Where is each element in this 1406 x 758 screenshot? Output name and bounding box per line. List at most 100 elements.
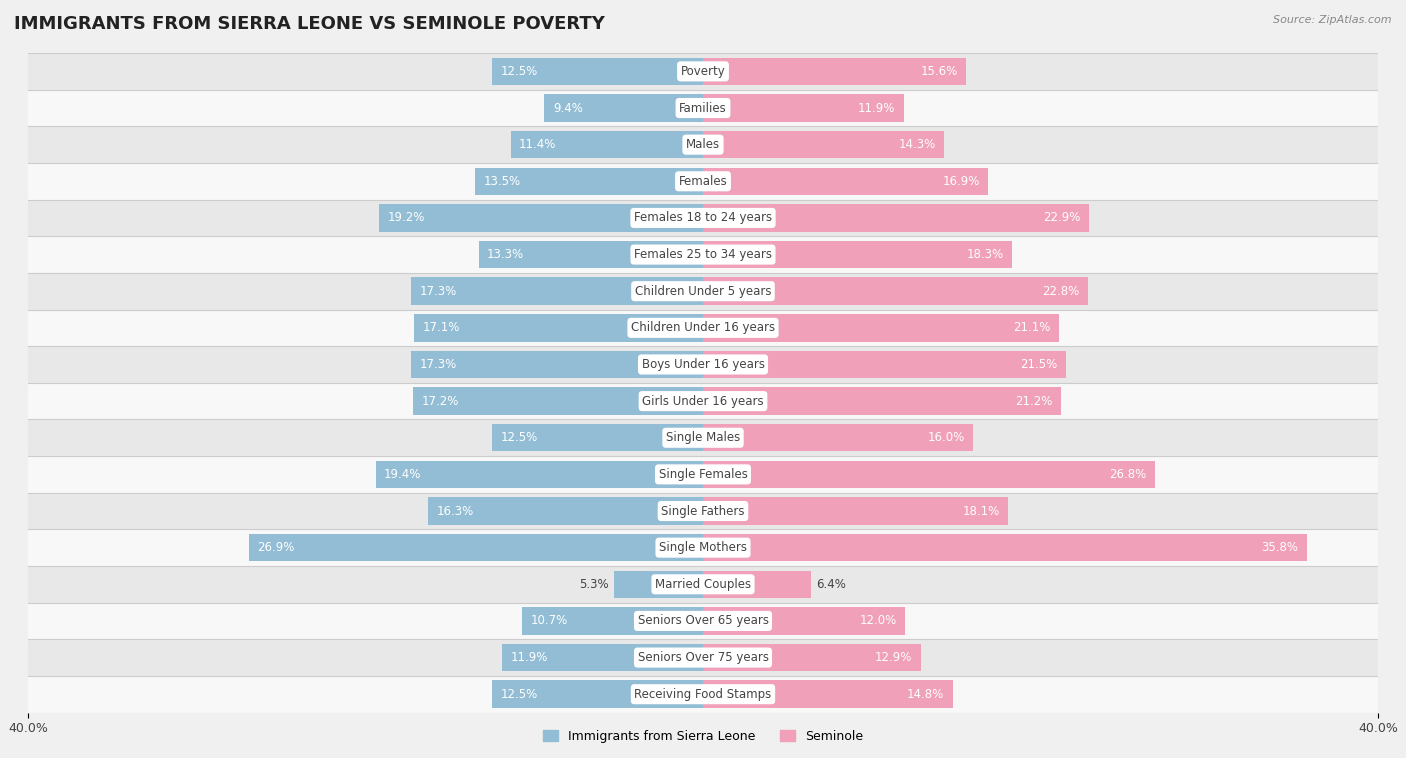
Bar bbox=[415, 314, 703, 342]
Bar bbox=[703, 681, 953, 708]
Text: 22.8%: 22.8% bbox=[1042, 285, 1080, 298]
Bar bbox=[28, 419, 1378, 456]
Text: Families: Families bbox=[679, 102, 727, 114]
Text: Married Couples: Married Couples bbox=[655, 578, 751, 590]
Bar bbox=[380, 204, 703, 232]
Bar bbox=[475, 168, 703, 195]
Bar bbox=[492, 424, 703, 452]
Text: 12.0%: 12.0% bbox=[860, 615, 897, 628]
Text: 17.1%: 17.1% bbox=[423, 321, 460, 334]
Bar bbox=[703, 314, 1059, 342]
Text: Source: ZipAtlas.com: Source: ZipAtlas.com bbox=[1274, 15, 1392, 25]
Text: Boys Under 16 years: Boys Under 16 years bbox=[641, 358, 765, 371]
Bar bbox=[492, 58, 703, 85]
Text: 16.3%: 16.3% bbox=[436, 505, 474, 518]
Bar bbox=[28, 383, 1378, 419]
Bar bbox=[28, 603, 1378, 639]
Bar bbox=[703, 571, 811, 598]
Bar bbox=[28, 639, 1378, 676]
Text: Females: Females bbox=[679, 175, 727, 188]
Bar bbox=[502, 644, 703, 672]
Bar bbox=[478, 241, 703, 268]
Text: Single Fathers: Single Fathers bbox=[661, 505, 745, 518]
Text: Females 25 to 34 years: Females 25 to 34 years bbox=[634, 248, 772, 261]
Text: IMMIGRANTS FROM SIERRA LEONE VS SEMINOLE POVERTY: IMMIGRANTS FROM SIERRA LEONE VS SEMINOLE… bbox=[14, 15, 605, 33]
Text: 16.9%: 16.9% bbox=[942, 175, 980, 188]
Bar bbox=[28, 236, 1378, 273]
Bar bbox=[28, 346, 1378, 383]
Bar bbox=[28, 676, 1378, 713]
Text: Receiving Food Stamps: Receiving Food Stamps bbox=[634, 688, 772, 700]
Bar bbox=[28, 273, 1378, 309]
Text: Males: Males bbox=[686, 138, 720, 151]
Bar bbox=[510, 131, 703, 158]
Text: 11.9%: 11.9% bbox=[858, 102, 896, 114]
Text: 26.8%: 26.8% bbox=[1109, 468, 1147, 481]
Text: 17.2%: 17.2% bbox=[422, 395, 458, 408]
Text: 14.3%: 14.3% bbox=[898, 138, 936, 151]
Bar bbox=[28, 529, 1378, 566]
Legend: Immigrants from Sierra Leone, Seminole: Immigrants from Sierra Leone, Seminole bbox=[543, 729, 863, 743]
Bar bbox=[28, 456, 1378, 493]
Bar bbox=[28, 309, 1378, 346]
Text: 21.2%: 21.2% bbox=[1015, 395, 1052, 408]
Text: 15.6%: 15.6% bbox=[921, 65, 957, 78]
Bar bbox=[492, 681, 703, 708]
Bar bbox=[703, 644, 921, 672]
Text: 16.0%: 16.0% bbox=[928, 431, 965, 444]
Text: 12.5%: 12.5% bbox=[501, 431, 537, 444]
Text: 19.2%: 19.2% bbox=[388, 211, 425, 224]
Bar bbox=[427, 497, 703, 525]
Bar bbox=[411, 277, 703, 305]
Bar bbox=[413, 387, 703, 415]
Text: 18.3%: 18.3% bbox=[966, 248, 1004, 261]
Text: 26.9%: 26.9% bbox=[257, 541, 295, 554]
Bar bbox=[703, 277, 1088, 305]
Bar bbox=[28, 163, 1378, 199]
Text: 10.7%: 10.7% bbox=[531, 615, 568, 628]
Text: Single Mothers: Single Mothers bbox=[659, 541, 747, 554]
Text: 13.5%: 13.5% bbox=[484, 175, 520, 188]
Text: Children Under 5 years: Children Under 5 years bbox=[634, 285, 772, 298]
Bar bbox=[703, 58, 966, 85]
Bar bbox=[28, 493, 1378, 529]
Bar bbox=[703, 387, 1060, 415]
Bar bbox=[249, 534, 703, 562]
Text: Seniors Over 75 years: Seniors Over 75 years bbox=[637, 651, 769, 664]
Bar bbox=[375, 461, 703, 488]
Text: 21.5%: 21.5% bbox=[1021, 358, 1057, 371]
Bar bbox=[703, 424, 973, 452]
Bar bbox=[703, 168, 988, 195]
Text: 12.9%: 12.9% bbox=[875, 651, 912, 664]
Text: Seniors Over 65 years: Seniors Over 65 years bbox=[637, 615, 769, 628]
Text: 6.4%: 6.4% bbox=[815, 578, 846, 590]
Text: 19.4%: 19.4% bbox=[384, 468, 422, 481]
Text: 35.8%: 35.8% bbox=[1261, 541, 1299, 554]
Bar bbox=[703, 131, 945, 158]
Bar bbox=[28, 566, 1378, 603]
Bar bbox=[703, 204, 1090, 232]
Text: Single Females: Single Females bbox=[658, 468, 748, 481]
Text: Poverty: Poverty bbox=[681, 65, 725, 78]
Text: 12.5%: 12.5% bbox=[501, 688, 537, 700]
Text: Children Under 16 years: Children Under 16 years bbox=[631, 321, 775, 334]
Bar bbox=[28, 127, 1378, 163]
Text: 17.3%: 17.3% bbox=[419, 285, 457, 298]
Text: 11.4%: 11.4% bbox=[519, 138, 557, 151]
Text: 18.1%: 18.1% bbox=[963, 505, 1000, 518]
Bar bbox=[523, 607, 703, 634]
Text: 11.9%: 11.9% bbox=[510, 651, 548, 664]
Bar bbox=[703, 534, 1308, 562]
Bar bbox=[28, 53, 1378, 89]
Text: 12.5%: 12.5% bbox=[501, 65, 537, 78]
Bar bbox=[613, 571, 703, 598]
Bar bbox=[28, 89, 1378, 127]
Text: 14.8%: 14.8% bbox=[907, 688, 945, 700]
Text: 9.4%: 9.4% bbox=[553, 102, 582, 114]
Bar bbox=[544, 94, 703, 122]
Bar bbox=[703, 241, 1012, 268]
Text: 21.1%: 21.1% bbox=[1014, 321, 1050, 334]
Bar bbox=[703, 461, 1156, 488]
Bar bbox=[703, 94, 904, 122]
Text: Single Males: Single Males bbox=[666, 431, 740, 444]
